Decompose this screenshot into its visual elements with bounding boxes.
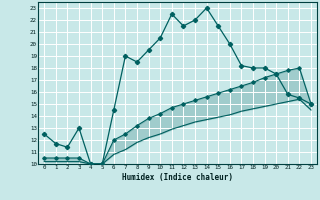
X-axis label: Humidex (Indice chaleur): Humidex (Indice chaleur) [122,173,233,182]
